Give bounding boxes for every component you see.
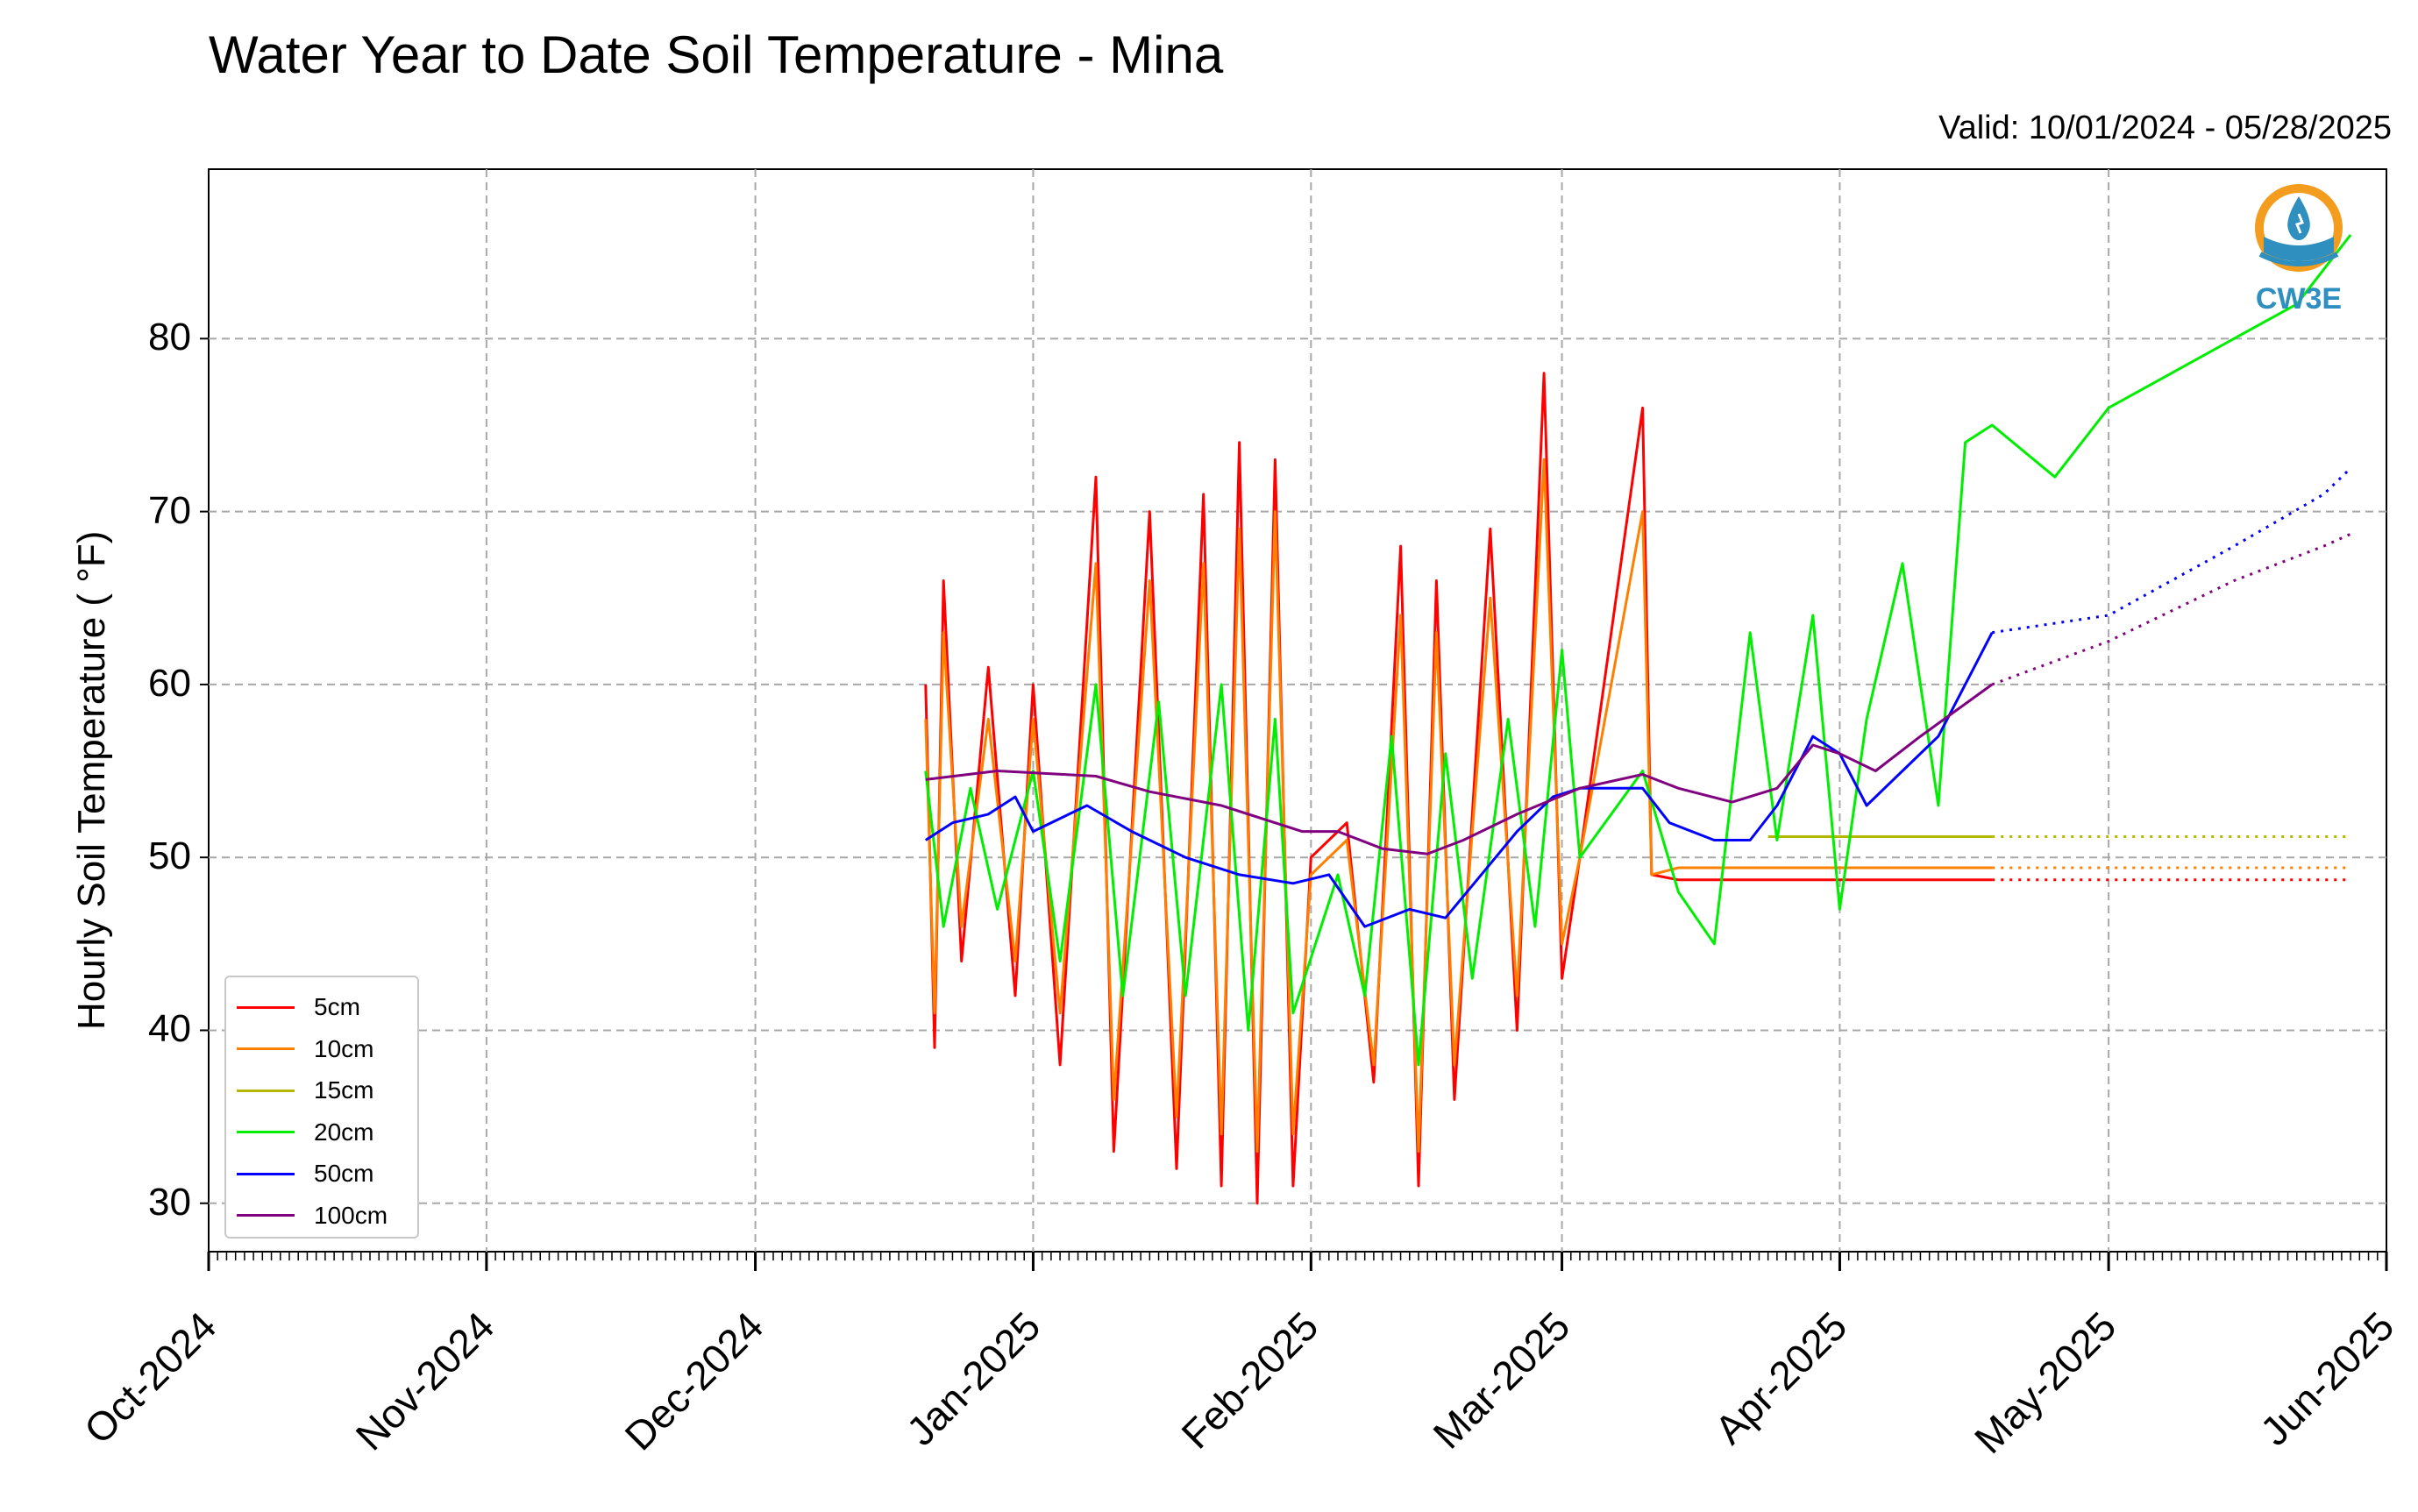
cw3e-logo-icon — [2255, 184, 2343, 272]
legend-swatch — [237, 1047, 295, 1050]
series-dotted-100cm — [1991, 532, 2351, 686]
legend-item-100cm: 100cm — [237, 1195, 388, 1237]
legend-swatch — [237, 1089, 295, 1092]
valid-date-range: Valid: 10/01/2024 - 05/28/2025 — [1938, 110, 2392, 146]
y-tick-label: 60 — [148, 661, 191, 705]
legend-item-10cm: 10cm — [237, 1028, 373, 1070]
series-line-100cm — [925, 683, 1994, 855]
y-tick-label: 50 — [148, 834, 191, 878]
y-tick-label: 40 — [148, 1007, 191, 1051]
legend-label: 15cm — [314, 1076, 374, 1104]
series-dotted-50cm — [1991, 467, 2352, 635]
series-line-20cm — [924, 234, 2352, 1067]
legend-label: 5cm — [314, 993, 360, 1020]
y-tick-label: 30 — [148, 1180, 191, 1224]
legend-item-20cm: 20cm — [237, 1111, 373, 1154]
series-line-10cm — [924, 458, 1993, 1154]
y-tick-label: 80 — [148, 316, 191, 359]
legend-label: 100cm — [314, 1201, 388, 1229]
series-line-50cm — [924, 632, 1994, 928]
legend-item-50cm: 50cm — [237, 1153, 373, 1195]
y-axis-label: Hourly Soil Temperature ( °F) — [70, 530, 113, 1030]
legend: 5cm 10cm 15cm 20cm 50cm 100cm — [224, 976, 419, 1239]
legend-label: 50cm — [314, 1160, 374, 1187]
legend-swatch — [237, 1005, 295, 1009]
legend-swatch — [237, 1172, 295, 1175]
legend-label: 20cm — [314, 1118, 374, 1146]
legend-swatch — [237, 1131, 295, 1133]
legend-item-15cm: 15cm — [237, 1069, 373, 1111]
legend-label: 10cm — [314, 1034, 374, 1062]
chart-title: Water Year to Date Soil Temperature - Mi… — [209, 25, 1224, 84]
legend-item-5cm: 5cm — [237, 986, 360, 1028]
y-tick-label: 70 — [148, 488, 191, 532]
logo-text: CW3E — [2255, 282, 2343, 316]
cw3e-logo: CW3E — [2251, 184, 2346, 316]
legend-swatch — [237, 1214, 295, 1217]
